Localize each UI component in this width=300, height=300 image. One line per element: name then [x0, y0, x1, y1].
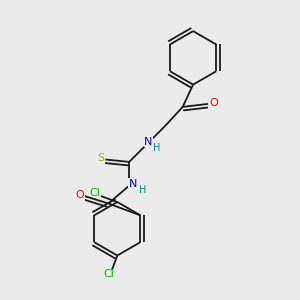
Text: H: H — [139, 185, 146, 195]
Text: O: O — [209, 98, 218, 108]
Text: O: O — [76, 190, 84, 200]
Text: N: N — [129, 179, 137, 189]
Text: Cl: Cl — [90, 188, 101, 198]
Text: H: H — [153, 142, 160, 153]
Text: Cl: Cl — [103, 269, 114, 279]
Text: S: S — [97, 153, 104, 163]
Text: N: N — [144, 137, 153, 147]
